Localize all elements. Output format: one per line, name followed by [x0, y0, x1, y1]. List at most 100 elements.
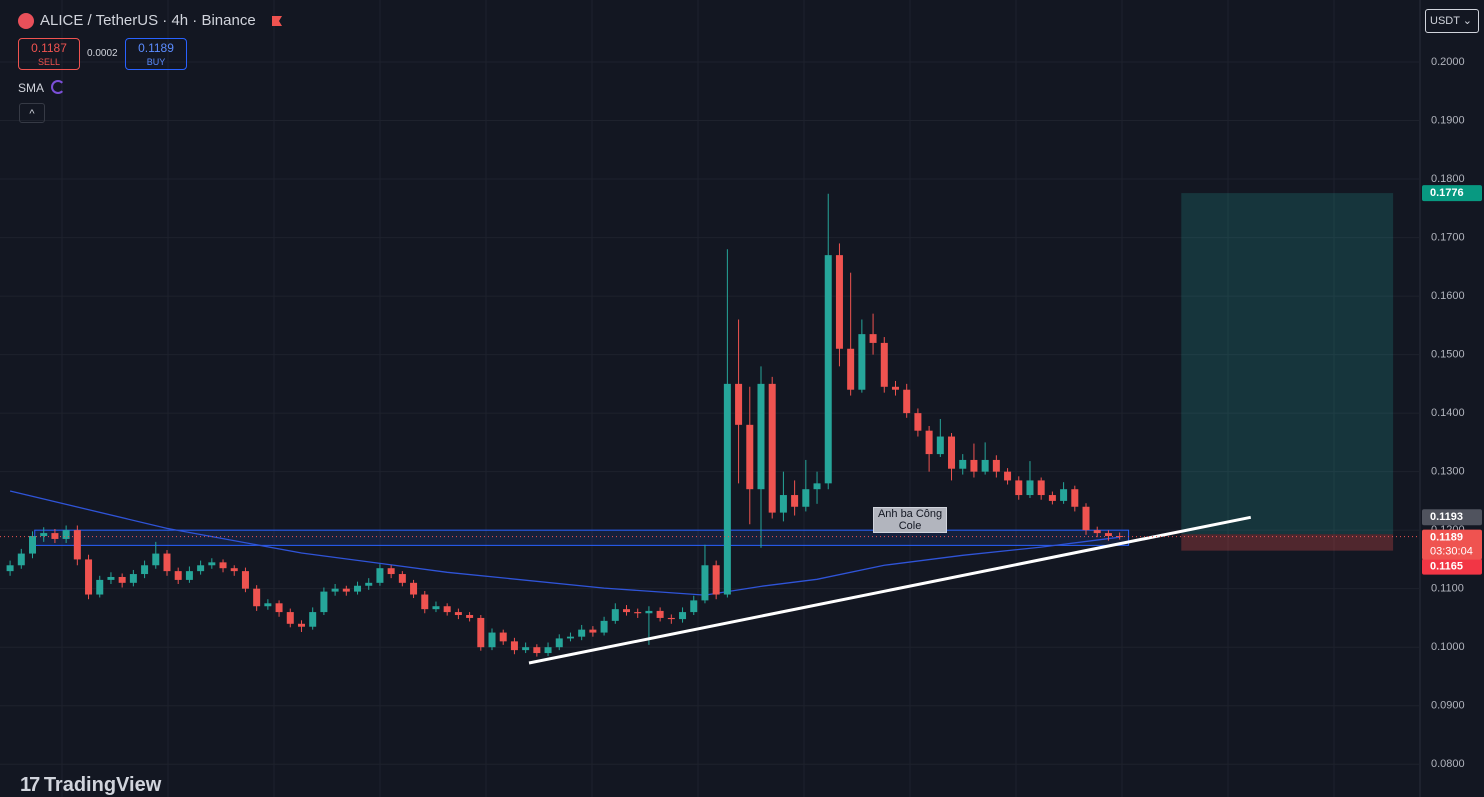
candle-body: [1060, 489, 1068, 501]
candle-body: [129, 574, 137, 583]
candle-body: [253, 588, 261, 607]
candle-body: [634, 612, 642, 614]
candle-body: [118, 576, 126, 583]
candle-body: [297, 623, 305, 627]
candle-body: [185, 571, 193, 580]
stop-label: 0.1165: [1430, 561, 1463, 573]
last-price-label-box: [1422, 529, 1482, 560]
candle-body: [880, 342, 888, 387]
y-tick-label: 0.0900: [1431, 700, 1465, 712]
candle-body: [981, 459, 989, 472]
spread: 0.0002: [87, 48, 118, 59]
candle-body: [17, 553, 25, 566]
candle-body: [230, 568, 238, 572]
candle-body: [1116, 536, 1124, 538]
target-label: 0.1776: [1430, 187, 1464, 199]
candle-body: [275, 603, 283, 613]
candle-body: [600, 620, 608, 633]
target-label-box: [1422, 185, 1482, 202]
candle-body: [174, 571, 182, 580]
support-zone: [34, 529, 1130, 546]
y-tick-label: 0.1600: [1431, 290, 1465, 302]
candle-body: [241, 571, 249, 589]
candle-body: [645, 610, 653, 614]
candle-body: [6, 565, 14, 572]
candle-body: [611, 609, 619, 621]
candle-body: [667, 617, 675, 620]
candle-body: [701, 565, 709, 601]
candle-body: [1015, 480, 1023, 496]
candle-body: [589, 629, 597, 633]
entry-label: 0.1193: [1430, 511, 1463, 523]
brand: 17 TradingView: [20, 774, 162, 796]
candle-body: [488, 632, 496, 648]
candle-body: [163, 553, 171, 572]
target-zone: [1181, 193, 1394, 535]
candle-body: [712, 565, 720, 595]
sma-line: [9, 490, 1120, 596]
candle-body: [342, 588, 350, 592]
flag: [272, 16, 282, 26]
candle-body: [208, 562, 216, 566]
candle-body: [51, 533, 59, 539]
entry-label-box: [1422, 509, 1482, 526]
candle-body: [309, 612, 317, 627]
y-tick-label: 0.1000: [1431, 641, 1465, 653]
candle-body: [1082, 506, 1090, 531]
trendline: [528, 515, 1252, 665]
candle-body: [96, 579, 104, 595]
candle-body: [1004, 471, 1012, 481]
brand-name: TradingView: [43, 774, 162, 796]
candle-body: [398, 574, 406, 583]
currency: USDT: [1430, 15, 1460, 27]
candle-body: [746, 424, 754, 490]
buy-price: 0.1189: [138, 41, 174, 55]
candle-body: [320, 591, 328, 613]
candle-body: [903, 389, 911, 414]
y-tick-label: 0.1500: [1431, 349, 1465, 361]
candle-body: [522, 647, 530, 651]
candle-body: [735, 383, 743, 425]
candle-body: [107, 576, 115, 580]
candle-body: [387, 568, 395, 575]
candle-body: [959, 459, 967, 469]
candle-body: [1093, 530, 1101, 534]
sell-price: 0.1187: [31, 41, 67, 55]
candle-body: [477, 617, 485, 648]
candle-body: [286, 612, 294, 624]
candle-body: [566, 636, 574, 639]
candle-body: [354, 585, 362, 592]
y-tick-label: 0.1300: [1431, 466, 1465, 478]
candle-body: [690, 600, 698, 613]
candle-body: [1037, 480, 1045, 496]
candle-body: [73, 530, 81, 560]
candle-body: [29, 536, 37, 554]
candle-body: [85, 559, 93, 595]
candle-body: [1104, 533, 1112, 537]
y-tick-label: 0.1100: [1431, 583, 1464, 595]
symbol-title: ALICE / TetherUS · 4h · Binance: [40, 12, 256, 29]
annotation[interactable]: Anh ba Công Cole: [873, 507, 948, 534]
candle-body: [757, 383, 765, 490]
symbol-icon: [18, 13, 34, 29]
candle-body: [62, 530, 70, 539]
candle-body: [813, 483, 821, 490]
indicator-label[interactable]: SMA: [18, 81, 45, 95]
collapse-button[interactable]: ^: [19, 103, 45, 123]
candle-body: [365, 582, 373, 586]
sell-button[interactable]: 0.1187 SELL: [18, 38, 80, 70]
buy-button[interactable]: 0.1189 BUY: [125, 38, 187, 70]
candle-body: [454, 612, 462, 616]
candle-body: [432, 606, 440, 610]
candle-body: [264, 603, 272, 607]
candle-body: [331, 588, 339, 592]
currency-button[interactable]: USDT ⌄: [1425, 9, 1479, 33]
stop-zone: [1181, 534, 1394, 551]
stop-label-box: [1422, 558, 1482, 575]
candle-body: [948, 436, 956, 469]
y-tick-label: 0.2000: [1431, 56, 1465, 68]
y-tick-label: 0.1900: [1431, 114, 1465, 126]
candle-body: [152, 553, 160, 566]
